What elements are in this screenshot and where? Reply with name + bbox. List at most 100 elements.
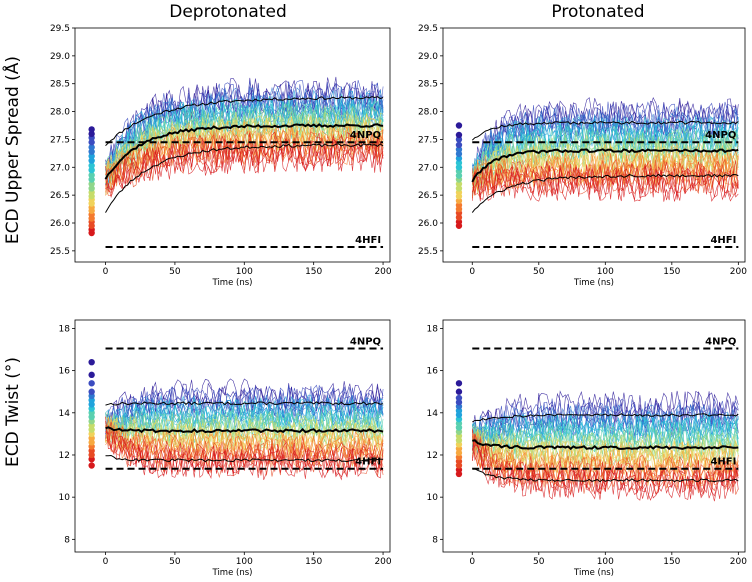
trajectory-line	[105, 114, 384, 188]
y-tick-label: 12	[427, 451, 438, 461]
trajectory-line	[472, 97, 739, 195]
x-tick-label: 0	[469, 557, 475, 567]
initial-point	[455, 201, 463, 209]
panel-deprotonated-upper-spread: 4NPQ 4HFI 0 50 100 150 200 25.5 26.0 26.5 27.0 27.5…	[50, 24, 392, 288]
row-title-upper-spread: ECD Upper Spread (Å)	[1, 56, 23, 244]
axes-frame	[74, 319, 391, 553]
mean-line	[104, 123, 384, 180]
lower-std-line	[471, 173, 739, 213]
initial-point	[88, 144, 95, 151]
reference-label-4npq: 4NPQ	[705, 130, 736, 141]
reference-label-4hfi: 4HFI	[710, 235, 736, 246]
trajectory-line	[105, 426, 384, 474]
x-axis-label: Time (ns)	[212, 278, 253, 288]
y-tick-label: 18	[59, 324, 71, 334]
initial-point	[455, 155, 463, 162]
x-tick-label: 100	[597, 267, 614, 277]
initial-point	[88, 180, 95, 188]
y-tick-label: 26.5	[50, 191, 70, 201]
trajectory-line	[472, 154, 739, 191]
lower-std-line	[472, 467, 739, 483]
x-tick-label: 100	[236, 557, 253, 567]
y-tick-label: 26.5	[418, 191, 438, 201]
initial-point	[88, 358, 95, 366]
trajectory-line	[105, 423, 384, 465]
y-tick-label: 8	[64, 535, 70, 545]
trajectory-line	[105, 124, 384, 188]
trajectory-line	[472, 434, 739, 490]
upper-std-line	[472, 413, 739, 423]
trajectory-line	[105, 381, 384, 426]
initial-point	[88, 126, 95, 133]
x-tick-label: 200	[374, 557, 391, 567]
initial-point	[455, 197, 463, 204]
initial-point	[455, 180, 463, 188]
trajectory-line	[472, 390, 739, 443]
trajectory-line	[472, 140, 739, 194]
initial-point	[455, 388, 463, 395]
initial-point	[455, 150, 463, 158]
x-tick-label: 100	[597, 557, 614, 567]
trajectory-line	[105, 426, 384, 479]
reference-label-4npq: 4NPQ	[350, 336, 381, 347]
mean-line	[471, 148, 739, 183]
initial-point	[88, 152, 95, 160]
y-tick-label: 28.5	[50, 80, 70, 90]
mean-line	[105, 426, 384, 434]
trajectory-line	[472, 165, 739, 202]
initial-point	[88, 171, 95, 179]
x-axis-label: Time (ns)	[212, 568, 253, 578]
trajectory-line	[105, 426, 384, 462]
panel-protonated-upper-spread: 4NPQ 4HFI 0 50 100 150 200 25.5 26.0 26.5 27.0 27.5…	[418, 24, 747, 288]
lower-std-line	[105, 143, 384, 213]
trajectory-line	[105, 405, 384, 439]
y-tick-label: 26.0	[50, 219, 70, 229]
trajectory-line	[105, 410, 384, 442]
y-tick-label: 28.0	[418, 108, 438, 118]
trajectory-line	[105, 134, 384, 188]
y-tick-label: 27.5	[50, 135, 70, 145]
y-tick-label: 10	[59, 493, 71, 503]
x-tick-label: 200	[374, 267, 391, 277]
x-tick-label: 150	[663, 267, 680, 277]
x-tick-label: 50	[169, 267, 181, 277]
column-title-protonated: Protonated	[551, 2, 644, 22]
initial-point	[455, 214, 463, 221]
x-tick-label: 200	[730, 267, 747, 277]
y-tick-label: 18	[427, 324, 439, 334]
trajectory-line	[472, 145, 739, 196]
initial-point	[455, 164, 463, 171]
initial-point	[88, 157, 95, 164]
y-tick-label: 28.5	[418, 80, 438, 90]
y-tick-label: 27.0	[50, 163, 70, 173]
initial-point	[88, 176, 95, 183]
x-tick-label: 100	[236, 267, 253, 277]
x-tick-label: 150	[305, 267, 322, 277]
plot-area	[472, 390, 739, 502]
y-tick-label: 29.5	[418, 24, 438, 34]
y-tick-label: 8	[432, 535, 438, 545]
upper-std-line	[105, 96, 384, 147]
initial-point	[455, 131, 463, 139]
y-tick-label: 10	[427, 493, 439, 503]
trajectory-line	[105, 103, 384, 182]
initial-point	[455, 185, 463, 192]
trajectory-line	[105, 95, 384, 176]
initial-point	[455, 394, 463, 402]
initial-point	[455, 172, 463, 179]
x-tick-label: 0	[103, 267, 109, 277]
y-tick-label: 14	[427, 409, 439, 419]
initial-point	[88, 130, 95, 138]
reference-label-4npq: 4NPQ	[705, 336, 736, 347]
plot-area	[105, 378, 384, 481]
initial-point	[88, 185, 95, 192]
initial-point	[455, 122, 463, 129]
x-tick-label: 0	[469, 267, 475, 277]
trajectory-line	[472, 130, 739, 193]
initial-point	[88, 162, 95, 169]
lower-std-line	[105, 454, 384, 463]
trajectory-line	[105, 115, 384, 194]
y-tick-label: 16	[59, 367, 71, 377]
x-axis-label: Time (ns)	[573, 278, 614, 288]
